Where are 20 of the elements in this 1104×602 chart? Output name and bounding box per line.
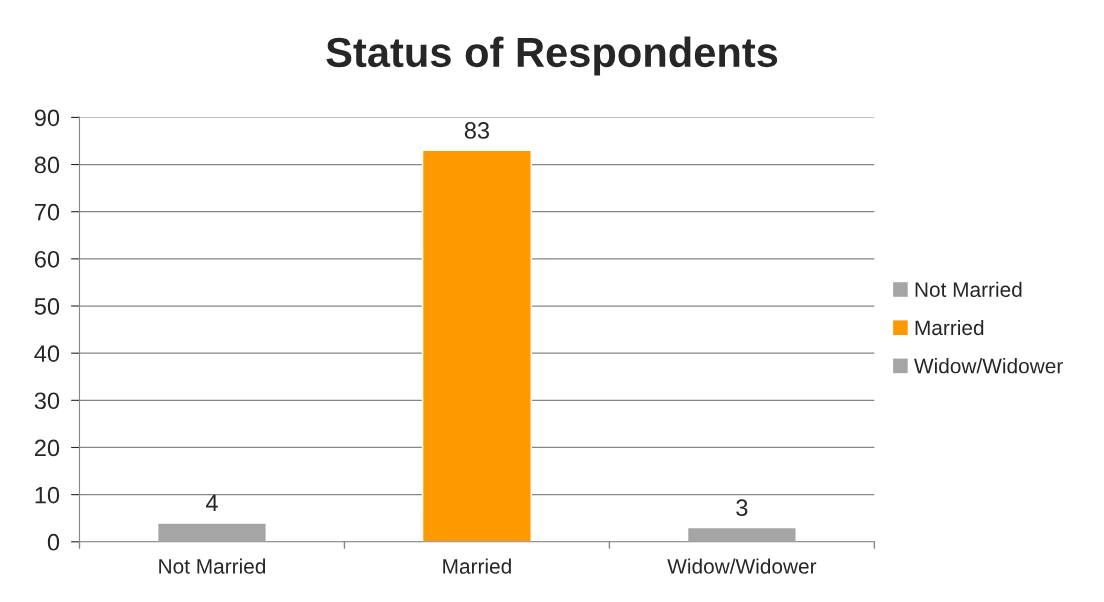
legend-label: Married — [915, 319, 984, 336]
y-tick-label: 40 — [34, 345, 60, 362]
data-label: 83 — [464, 122, 490, 139]
y-tick-label: 30 — [34, 392, 60, 410]
y-tick-label: 10 — [35, 486, 60, 504]
y-tick-label: 50 — [34, 298, 60, 315]
y-tick-label: 20 — [34, 439, 60, 457]
legend-label: Not Married — [915, 281, 1022, 298]
x-tick-label: Married — [443, 558, 511, 574]
y-tick-label: 70 — [34, 203, 60, 221]
y-tick-label: 80 — [34, 156, 60, 174]
legend-label: Widow/Widower — [914, 358, 1063, 374]
x-tick-label: Widow/Widower — [667, 558, 817, 574]
y-tick-label: 60 — [34, 250, 60, 268]
data-label: 4 — [205, 494, 218, 512]
y-tick-label: 0 — [47, 533, 60, 551]
y-tick-label: 90 — [34, 109, 60, 127]
x-tick-label: Not Married — [159, 558, 266, 574]
data-label: 3 — [736, 499, 748, 517]
chart-title: Status of Respondents — [326, 36, 778, 76]
